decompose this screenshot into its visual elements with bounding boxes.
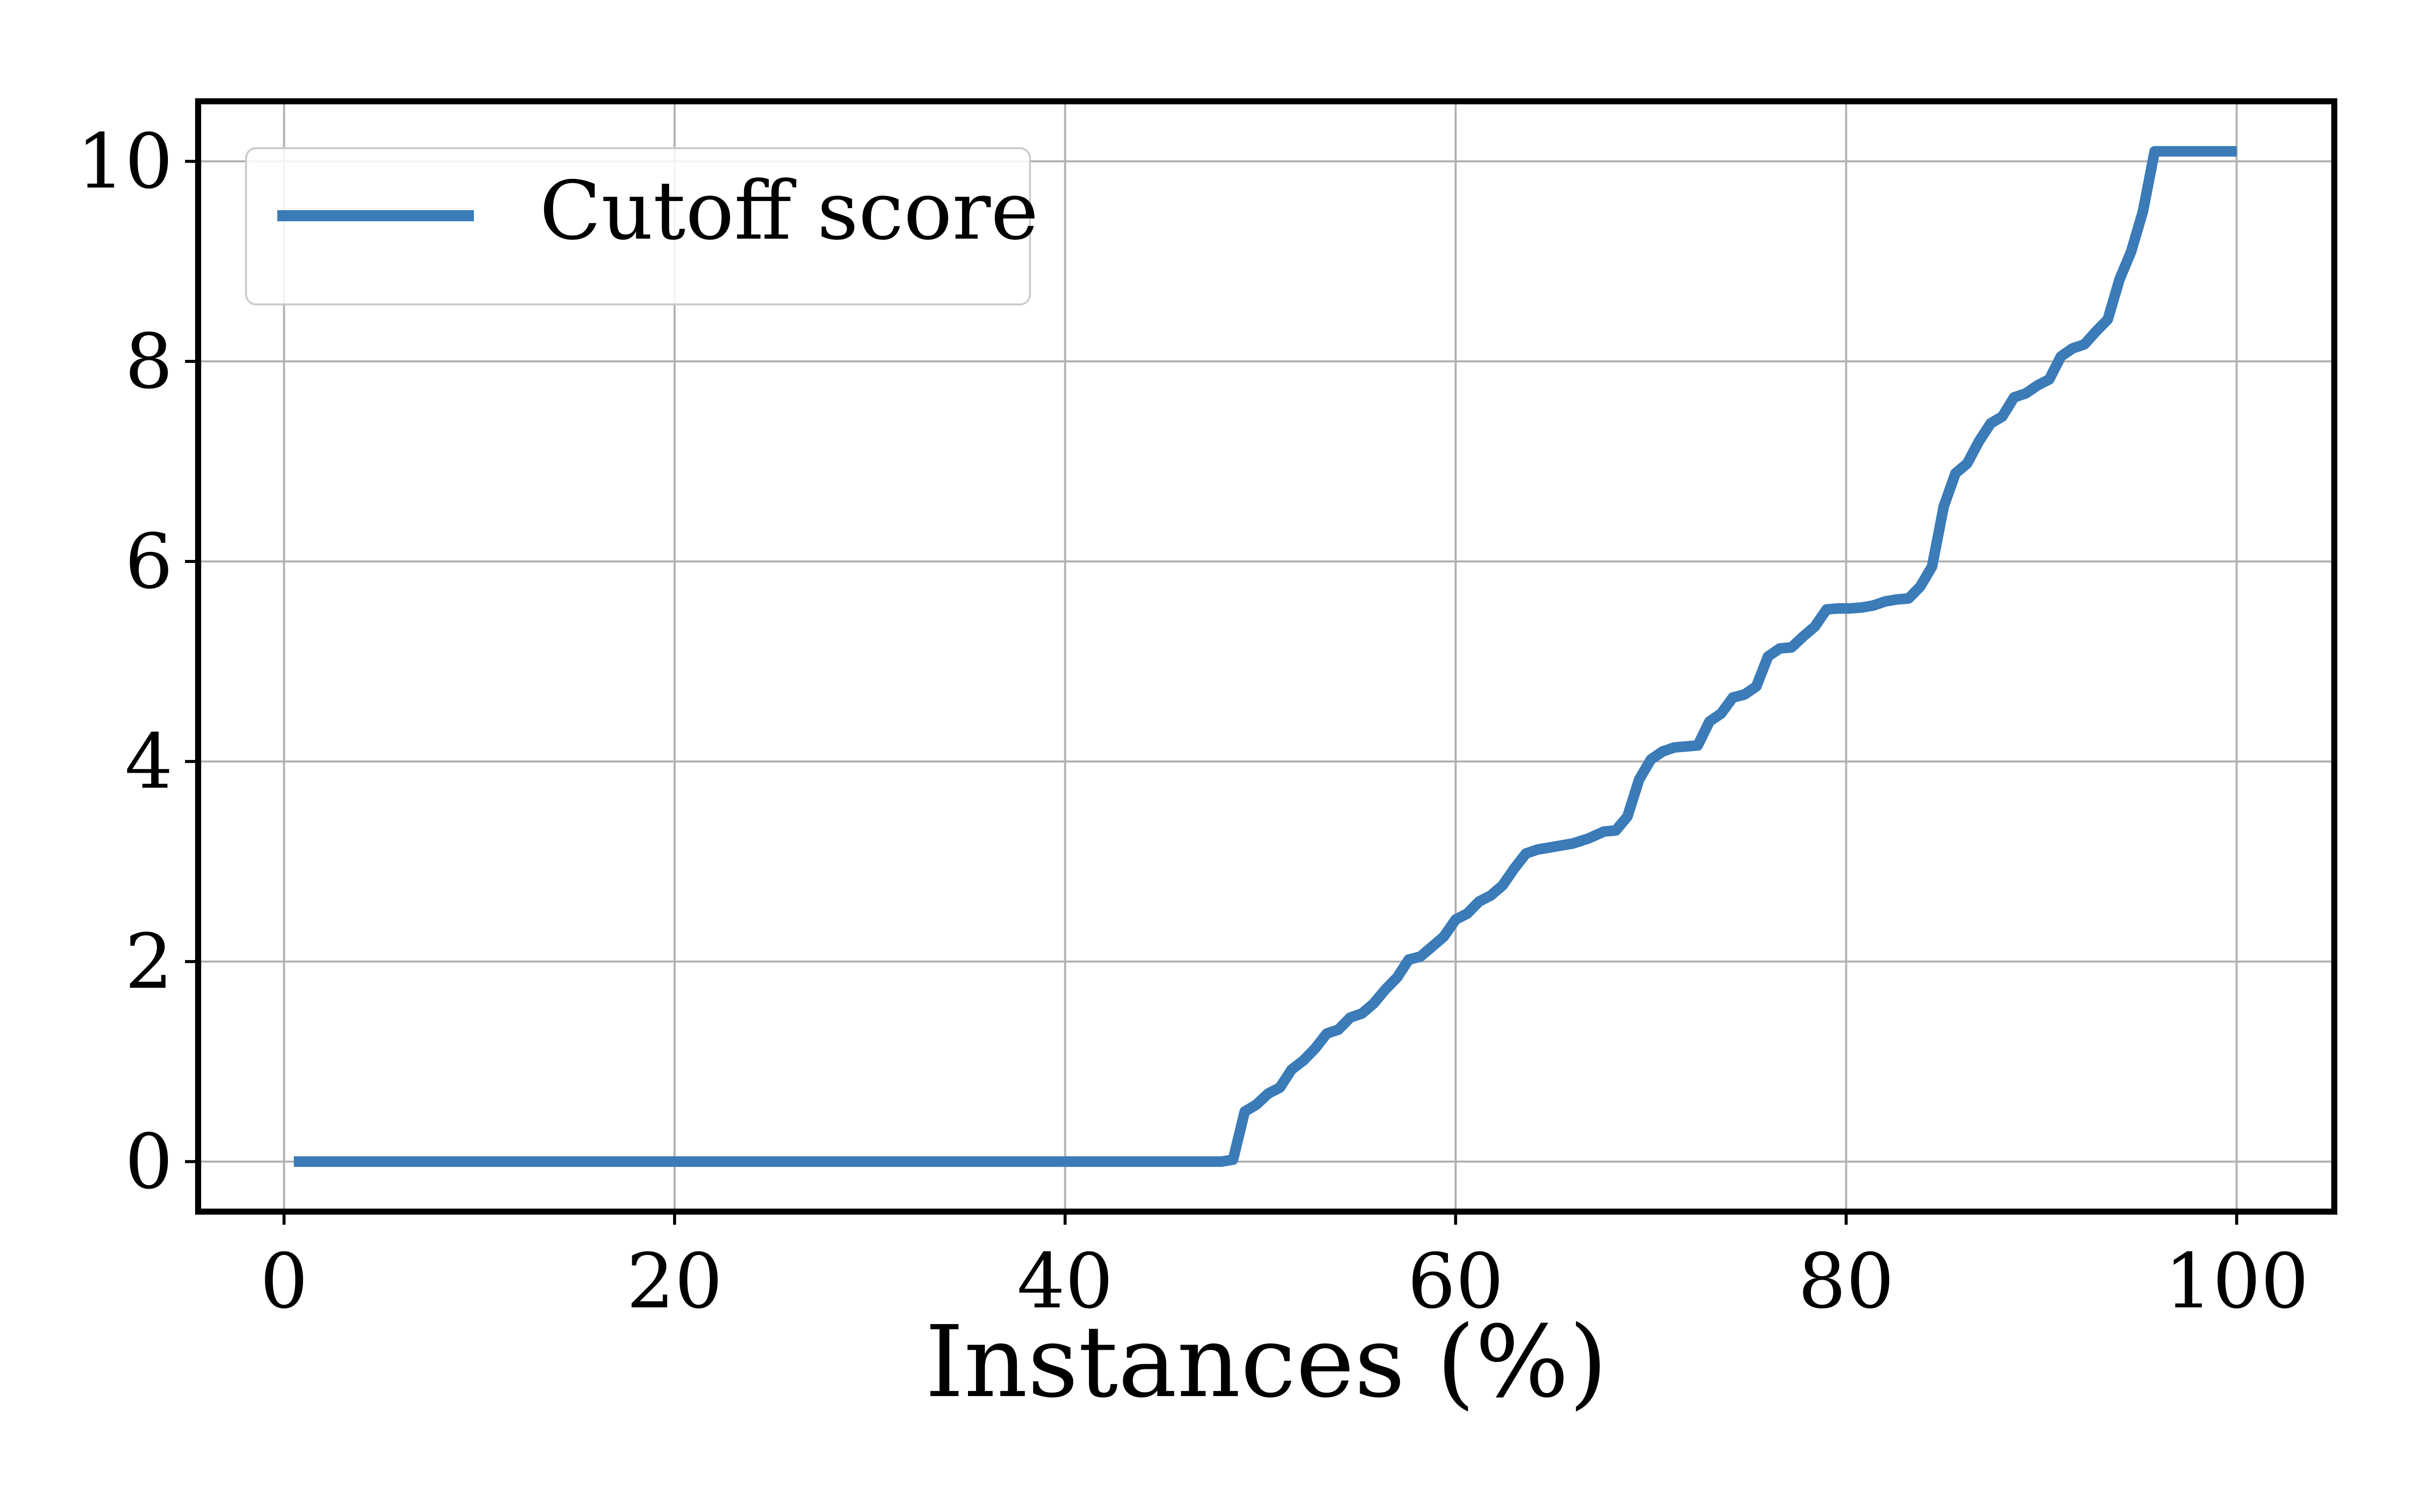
x-tick-label: 80	[1798, 1238, 1894, 1326]
y-tick-label: 2	[125, 918, 173, 1006]
legend-label-cutoff-score: Cutoff score	[539, 164, 1039, 258]
legend-box	[245, 147, 1031, 305]
y-axis: 0 2 4 6 8 10	[77, 118, 198, 1206]
legend: Cutoff score	[245, 147, 1039, 305]
x-tick-label: 60	[1408, 1238, 1504, 1326]
y-tick-label: 4	[125, 718, 173, 806]
series-line-cutoff-score	[293, 146, 2237, 1167]
x-axis: 0 20 40 60 80 100	[260, 1212, 2309, 1326]
y-tick-label: 6	[125, 518, 173, 606]
x-tick-label: 40	[1017, 1238, 1113, 1326]
y-tick-label: 10	[77, 118, 173, 206]
y-tick-label: 0	[125, 1118, 173, 1206]
x-axis-label: Instances (%)	[925, 1305, 1608, 1420]
x-tick-label: 20	[627, 1238, 723, 1326]
x-tick-label: 100	[2164, 1238, 2309, 1326]
y-tick-label: 8	[125, 318, 173, 406]
x-tick-label: 0	[260, 1238, 308, 1326]
plot-frame	[195, 98, 2337, 1215]
series-layer	[293, 146, 2237, 1167]
